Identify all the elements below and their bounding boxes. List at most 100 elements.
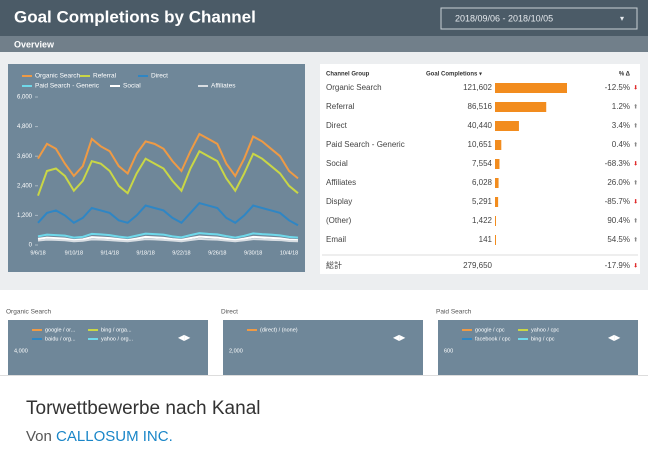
card-byline: Von CALLOSUM INC. bbox=[26, 428, 173, 445]
report-title: Goal Completions by Channel bbox=[14, 7, 256, 26]
x-tick-label: 9/10/18 bbox=[65, 250, 83, 256]
legend-label: Organic Search bbox=[35, 73, 81, 80]
row-label: Display bbox=[326, 197, 352, 206]
thumbnail: Goal Completions by Channel 2018/09/06 -… bbox=[0, 0, 648, 376]
author-link[interactable]: CALLOSUM INC. bbox=[56, 428, 173, 445]
series-line bbox=[37, 132, 299, 180]
bar bbox=[495, 216, 496, 226]
row-label: Affiliates bbox=[326, 178, 356, 187]
legend-label: google / cpc bbox=[475, 327, 505, 333]
x-tick-label: 9/26/18 bbox=[208, 250, 226, 256]
row-value: 7,554 bbox=[472, 159, 493, 168]
legend-pager: ◀▶ bbox=[608, 333, 621, 342]
x-tick-label: 9/22/18 bbox=[172, 250, 190, 256]
x-tick-label: 9/14/18 bbox=[101, 250, 119, 256]
by-label: Von bbox=[26, 428, 52, 445]
row-value: 6,028 bbox=[472, 178, 493, 187]
card-title[interactable]: Torwettbewerbe nach Kanal bbox=[26, 398, 261, 419]
row-change: 3.4% bbox=[612, 121, 630, 130]
legend-label: Paid Search - Generic bbox=[35, 83, 100, 90]
chart-panel bbox=[8, 64, 305, 272]
y-tick-label: 3,600 bbox=[17, 154, 33, 160]
row-arrow: ⬆ bbox=[633, 218, 638, 225]
row-value: 5,291 bbox=[472, 197, 493, 206]
column-header: Goal Completions ▾ bbox=[426, 72, 482, 78]
bar bbox=[495, 197, 499, 207]
row-change: -68.3% bbox=[605, 159, 630, 168]
legend-label: yahoo / org... bbox=[101, 336, 134, 342]
row-change: -12.5% bbox=[605, 83, 630, 92]
axis-label: 600 bbox=[444, 348, 453, 354]
x-tick-label: 10/4/18 bbox=[280, 250, 298, 256]
row-change: -85.7% bbox=[605, 197, 630, 206]
legend-label: Referral bbox=[93, 73, 117, 80]
row-arrow: ⬇ bbox=[633, 199, 638, 206]
date-picker[interactable] bbox=[440, 7, 638, 30]
total-arrow: ⬇ bbox=[633, 263, 638, 270]
legend-label: Direct bbox=[151, 73, 168, 80]
legend-label: baidu / org... bbox=[45, 336, 76, 342]
row-value: 141 bbox=[479, 235, 493, 244]
date-range: 2018/09/06 - 2018/10/05 bbox=[455, 13, 553, 23]
series-line bbox=[37, 232, 299, 239]
total-label: 総計 bbox=[326, 260, 342, 270]
row-value: 40,440 bbox=[468, 121, 493, 130]
row-value: 1,422 bbox=[472, 216, 493, 225]
bar bbox=[495, 121, 519, 131]
legend-label: Social bbox=[123, 83, 141, 90]
row-change: 54.5% bbox=[607, 235, 630, 244]
row-arrow: ⬆ bbox=[633, 142, 638, 149]
dropdown-icon: ▾ bbox=[620, 14, 624, 23]
y-tick-label: 4,800 bbox=[17, 124, 33, 130]
panel-title: Direct bbox=[221, 309, 238, 316]
row-arrow: ⬇ bbox=[633, 85, 638, 92]
legend-label: bing / orga... bbox=[101, 327, 132, 333]
bar bbox=[495, 159, 500, 169]
row-arrow: ⬆ bbox=[633, 237, 638, 244]
panel-title: Paid Search bbox=[436, 309, 472, 316]
legend-label: (direct) / (none) bbox=[260, 327, 298, 333]
tab[interactable]: Overview bbox=[14, 39, 55, 49]
y-tick-label: 2,400 bbox=[17, 183, 33, 189]
series-line bbox=[37, 201, 299, 227]
panel-title: Organic Search bbox=[6, 309, 52, 316]
y-tick-label: 1,200 bbox=[17, 213, 33, 219]
panel-chart bbox=[223, 320, 423, 376]
row-label: Direct bbox=[326, 121, 348, 130]
legend-pager[interactable]: ◀▶ bbox=[615, 72, 629, 82]
table-panel bbox=[320, 64, 640, 274]
row-label: Referral bbox=[326, 102, 355, 111]
row-label: (Other) bbox=[326, 216, 352, 225]
legend-label: google / or... bbox=[45, 327, 76, 333]
row-change: 26.0% bbox=[607, 178, 630, 187]
row-label: Email bbox=[326, 235, 346, 244]
row-arrow: ⬇ bbox=[633, 161, 638, 168]
row-change: 90.4% bbox=[607, 216, 630, 225]
legend-label: yahoo / cpc bbox=[531, 327, 559, 333]
tab-bar bbox=[0, 36, 648, 52]
axis-label: 4,000 bbox=[14, 348, 28, 354]
bar bbox=[495, 235, 496, 245]
total-value: 279,650 bbox=[463, 261, 492, 270]
column-header: Channel Group bbox=[326, 72, 370, 78]
legend-label: Affiliates bbox=[211, 83, 236, 90]
row-change: 0.4% bbox=[612, 140, 630, 149]
x-tick-label: 9/18/18 bbox=[136, 250, 154, 256]
bar bbox=[495, 178, 499, 188]
bar bbox=[495, 102, 547, 112]
row-label: Organic Search bbox=[326, 83, 382, 92]
legend-label: facebook / cpc bbox=[475, 336, 511, 342]
axis-label: 2,000 bbox=[229, 348, 243, 354]
y-tick-label: 0 bbox=[29, 243, 33, 249]
header-bar bbox=[0, 0, 648, 36]
row-arrow: ⬆ bbox=[633, 104, 638, 111]
row-arrow: ⬆ bbox=[633, 180, 638, 187]
row-change: 1.2% bbox=[612, 102, 630, 111]
bar bbox=[495, 140, 502, 150]
column-header: % Δ bbox=[619, 72, 631, 78]
series-line bbox=[37, 235, 299, 242]
legend-pager: ◀▶ bbox=[393, 333, 406, 342]
row-value: 10,651 bbox=[468, 140, 493, 149]
legend-pager: ◀▶ bbox=[178, 333, 191, 342]
